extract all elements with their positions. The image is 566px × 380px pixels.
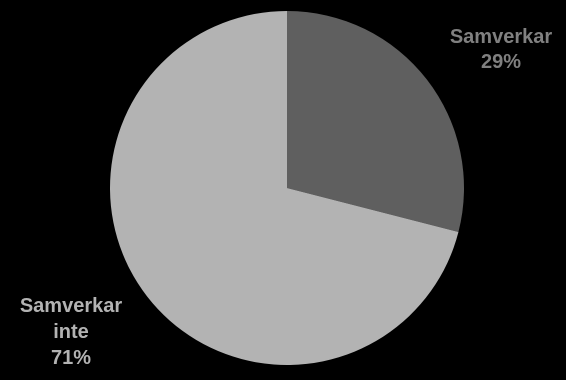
slice-label-line: Samverkar <box>20 295 123 317</box>
slice-label-line: inte <box>53 321 89 343</box>
pie-slice-2 <box>110 11 459 366</box>
slice-percent: 71% <box>51 347 91 369</box>
slice-percent: 29% <box>481 51 521 73</box>
pie-slices <box>110 11 465 366</box>
pie-slice-label-2: Samverkar inte 71% <box>20 295 123 369</box>
slice-label-line: Samverkar <box>450 26 553 48</box>
pie-slice-label-1: Samverkar 29% <box>450 26 553 73</box>
pie-labels: Samverkar 29% Samverkar inte 71% <box>20 26 553 369</box>
pie-slice-1 <box>287 11 465 233</box>
